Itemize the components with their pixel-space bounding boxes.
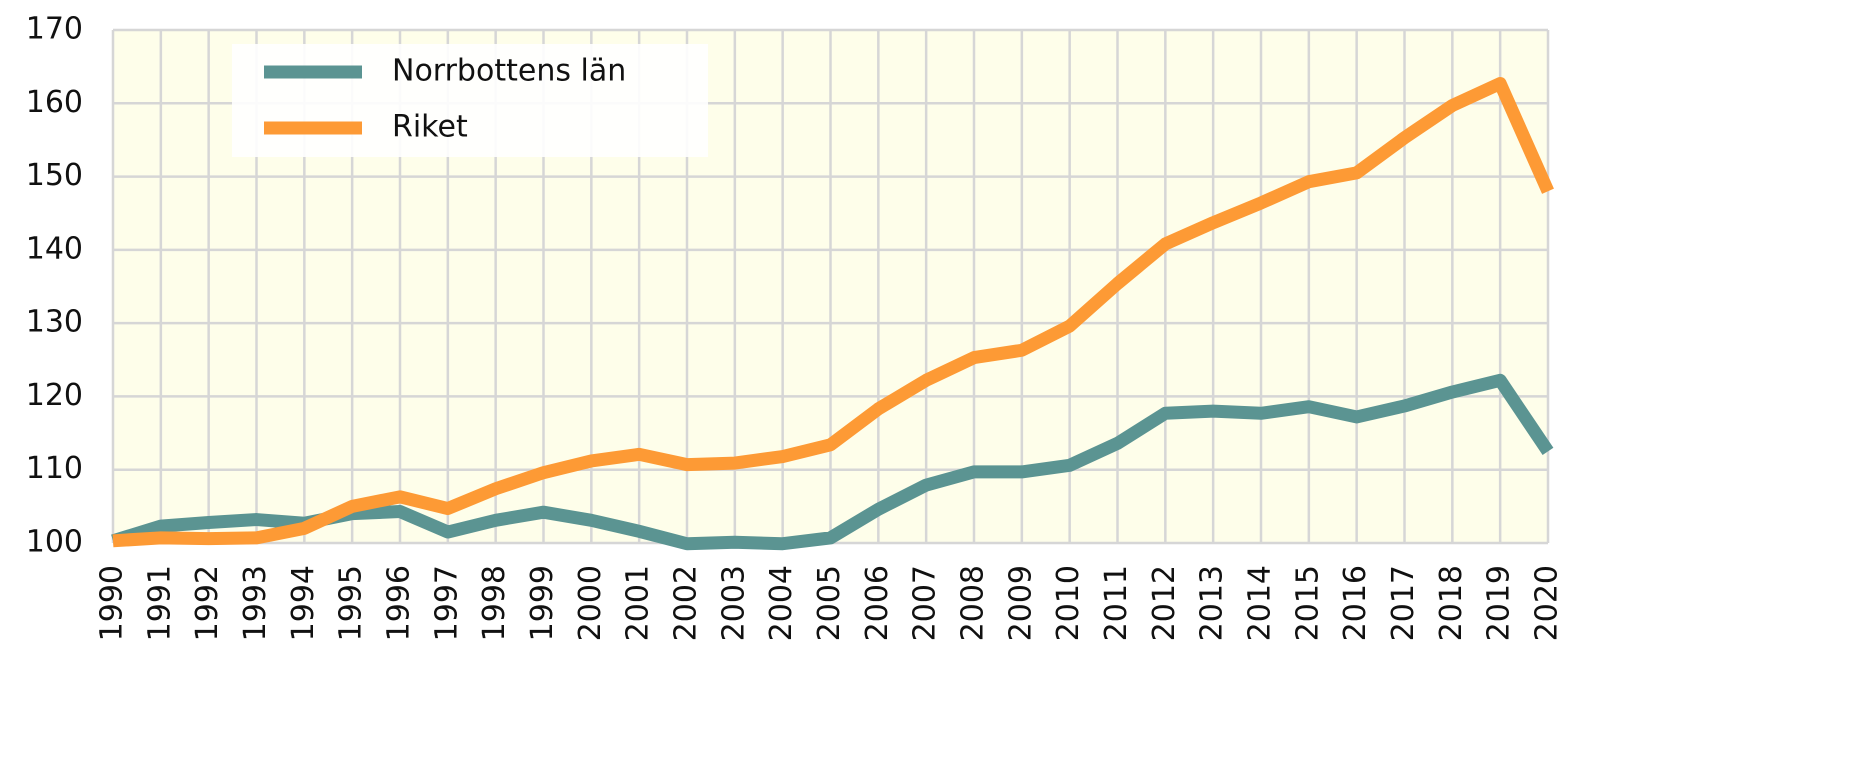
x-tick-label: 1993 — [238, 565, 273, 641]
x-tick-label: 1990 — [95, 565, 130, 641]
legend-box — [232, 44, 708, 157]
x-tick-label: 2014 — [1243, 565, 1278, 641]
x-tick-label: 2000 — [573, 565, 608, 641]
x-tick-label: 2016 — [1338, 565, 1373, 641]
x-tick-label: 2010 — [1051, 565, 1086, 641]
x-tick-label: 1992 — [190, 565, 225, 641]
x-tick-label: 2001 — [621, 565, 656, 641]
x-tick-label: 2005 — [812, 565, 847, 641]
x-tick-label: 1997 — [429, 565, 464, 641]
y-tick-label: 160 — [26, 85, 83, 120]
x-tick-label: 2007 — [908, 565, 943, 641]
x-tick-label: 1991 — [142, 565, 177, 641]
y-tick-label: 140 — [26, 231, 83, 266]
line — [112, 76, 1554, 548]
x-tick-label: 2011 — [1099, 565, 1134, 641]
x-tick-label: 2013 — [1195, 565, 1230, 641]
legend-label: Riket — [392, 110, 468, 145]
legend-label: Norrbottens län — [392, 54, 626, 89]
x-tick-label: 2004 — [764, 565, 799, 641]
x-tick-label: 1998 — [477, 565, 512, 641]
x-tick-label: 2003 — [716, 565, 751, 641]
x-tick-label: 1999 — [525, 565, 560, 641]
y-tick-label: 110 — [26, 451, 83, 486]
x-tick-label: 1994 — [286, 565, 321, 641]
x-tick-label: 2019 — [1482, 565, 1517, 641]
x-tick-label: 2002 — [669, 565, 704, 641]
x-tick-label: 2012 — [1147, 565, 1182, 641]
x-tick-label: 1995 — [334, 565, 369, 641]
x-tick-label: 2015 — [1290, 565, 1325, 641]
y-tick-label: 120 — [26, 378, 83, 413]
y-tick-label: 130 — [26, 305, 83, 340]
y-tick-label: 150 — [26, 158, 83, 193]
x-tick-label: 2008 — [956, 565, 991, 641]
x-tick-label: 2018 — [1434, 565, 1469, 641]
x-tick-label: 1996 — [382, 565, 417, 641]
x-tick-label: 2006 — [860, 565, 895, 641]
x-tick-label: 2017 — [1386, 565, 1421, 641]
x-tick-label: 2020 — [1530, 565, 1565, 641]
y-tick-label: 100 — [26, 525, 83, 560]
y-tick-label: 170 — [26, 12, 83, 47]
x-tick-label: 2009 — [1003, 565, 1038, 641]
line — [111, 373, 1554, 551]
